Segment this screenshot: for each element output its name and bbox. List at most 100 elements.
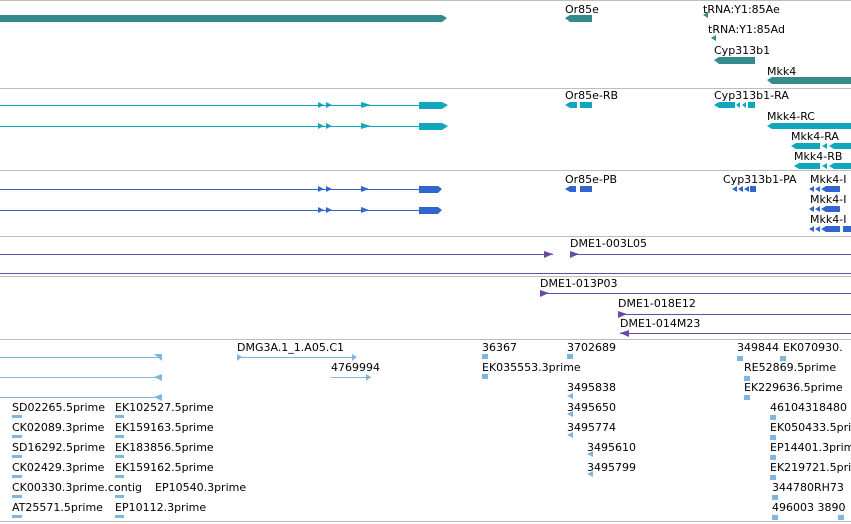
transcript-label-mkk4-rc[interactable]: Mkk4-RC — [767, 110, 815, 123]
clone-end[interactable] — [620, 330, 629, 337]
clone-end[interactable] — [618, 311, 627, 318]
protein-or85e-pb[interactable] — [565, 186, 576, 192]
est-label[interactable]: AT25571.5prime — [12, 501, 103, 514]
est-label[interactable]: CK00330.3prime.contig — [12, 481, 143, 494]
protein-exon[interactable] — [419, 207, 442, 214]
protein-exon[interactable] — [318, 207, 324, 213]
protein-cyp313b1-pa[interactable] — [732, 186, 737, 192]
protein-mkk4[interactable] — [809, 206, 814, 212]
transcript-exon[interactable] — [419, 123, 448, 130]
est-label[interactable]: EK159162.5prime — [115, 461, 214, 474]
protein-mkk4[interactable] — [821, 226, 840, 232]
gene-label-or85e[interactable]: Or85e — [565, 3, 599, 16]
est-label[interactable]: EK159163.5prime — [115, 421, 214, 434]
est-arrow[interactable] — [772, 495, 778, 500]
est-arrow[interactable] — [12, 515, 22, 518]
est-label[interactable]: EK050433.5prime — [770, 421, 851, 434]
protein-exon[interactable] — [326, 186, 332, 192]
protein-mkk4[interactable] — [821, 206, 840, 212]
protein-or85e-pb-exon[interactable] — [580, 186, 592, 192]
est-arrow[interactable] — [770, 475, 776, 480]
est-arrow[interactable] — [115, 435, 124, 438]
est-arrow[interactable] — [587, 471, 593, 477]
est-arrow[interactable] — [772, 515, 778, 520]
protein-exon[interactable] — [318, 186, 324, 192]
est-arrow[interactable] — [780, 356, 786, 361]
transcript-or85e-rb-exon[interactable] — [580, 102, 592, 108]
est-label[interactable]: 46104318480 — [770, 401, 847, 414]
est-label[interactable]: SD16292.5prime — [12, 441, 105, 454]
gene-label-trna-85ae[interactable]: tRNA:Y1:85Ae — [703, 3, 780, 16]
est-label[interactable]: EK035553.3prime — [482, 361, 581, 374]
transcript-cyp313b1-ra-exon[interactable] — [748, 102, 755, 108]
transcript-mkk4-rc[interactable] — [767, 123, 851, 129]
est-label[interactable]: EK219721.5prime — [770, 461, 851, 474]
protein-label-mkk4[interactable]: Mkk4-I — [810, 213, 847, 226]
trna-glyph-2[interactable] — [711, 35, 716, 41]
protein-exon[interactable] — [419, 186, 442, 193]
protein-cyp313b1-pa[interactable] — [744, 186, 749, 192]
trna-glyph-1[interactable] — [703, 12, 708, 18]
est-arrow[interactable] — [115, 495, 124, 498]
gene-glyph-or85e[interactable] — [565, 15, 592, 22]
est-arrow[interactable] — [352, 354, 357, 361]
est-arrow[interactable] — [482, 374, 488, 379]
gene-glyph-cyp313b1[interactable] — [714, 57, 755, 64]
transcript-exon[interactable] — [361, 123, 371, 129]
est-arrow[interactable] — [567, 411, 573, 417]
transcript-mkk4-ra-exon[interactable] — [829, 143, 851, 149]
protein-mkk4[interactable] — [815, 226, 820, 232]
est-label[interactable]: 3495774 — [567, 421, 616, 434]
transcript-exon[interactable] — [326, 102, 332, 108]
est-arrow[interactable] — [115, 515, 124, 518]
est-arrow[interactable] — [12, 415, 22, 418]
est-label[interactable]: CK02089.3prime — [12, 421, 105, 434]
protein-mkk4[interactable] — [815, 206, 820, 212]
est-arrow[interactable] — [12, 475, 22, 478]
clone-label-dme1-003l05[interactable]: DME1-003L05 — [570, 237, 647, 250]
est-arrow[interactable] — [770, 435, 776, 440]
transcript-label-mkk4-ra[interactable]: Mkk4-RA — [791, 130, 839, 143]
est-arrow[interactable] — [12, 435, 22, 438]
transcript-mkk4-rb-exon[interactable] — [829, 163, 851, 169]
gene-label-cyp313b1[interactable]: Cyp313b1 — [714, 44, 771, 57]
est-arrow[interactable] — [115, 415, 124, 418]
est-arrow[interactable] — [12, 455, 22, 458]
transcript-cyp313b1-ra[interactable] — [714, 102, 735, 108]
transcript-mkk4-ra[interactable] — [791, 143, 820, 149]
transcript-mkk4-ra-exon[interactable] — [822, 143, 827, 149]
est-label[interactable]: EK183856.5prime — [115, 441, 214, 454]
transcript-exon[interactable] — [326, 123, 332, 129]
transcript-exon[interactable] — [318, 123, 324, 129]
est-arrow[interactable] — [115, 455, 124, 458]
est-arrow[interactable] — [154, 374, 162, 381]
protein-label-mkk4[interactable]: Mkk4-I — [810, 193, 847, 206]
transcript-or85e-rb[interactable] — [565, 102, 577, 108]
est-label[interactable]: EP10540.3prime — [155, 481, 247, 494]
protein-mkk4[interactable] — [809, 226, 814, 232]
est-label[interactable]: 36367 — [482, 341, 517, 354]
est-arrow[interactable] — [154, 394, 162, 401]
clone-label-dme1-018e12[interactable]: DME1-018E12 — [618, 297, 696, 310]
protein-mkk4[interactable] — [821, 186, 840, 192]
est-arrow[interactable] — [12, 495, 22, 498]
transcript-label-cyp313b1-ra[interactable]: Cyp313b1-RA — [714, 89, 789, 102]
gene-label-trna-85ad[interactable]: tRNA:Y1:85Ad — [708, 23, 785, 36]
gene-glyph-long[interactable] — [0, 15, 447, 22]
est-arrow[interactable] — [838, 515, 844, 520]
protein-cyp313b1-pa[interactable] — [750, 186, 756, 192]
est-label[interactable]: EK229636.5prime — [744, 381, 843, 394]
est-label[interactable]: 4769994 — [331, 361, 380, 374]
est-label[interactable]: 3495838 — [567, 381, 616, 394]
gene-label-mkk4[interactable]: Mkk4 — [767, 65, 797, 78]
clone-end[interactable] — [544, 251, 553, 258]
est-label[interactable]: 3495799 — [587, 461, 636, 474]
est-arrow[interactable] — [482, 354, 488, 359]
transcript-exon[interactable] — [419, 102, 448, 109]
protein-mkk4[interactable] — [809, 186, 814, 192]
protein-mkk4[interactable] — [815, 186, 820, 192]
est-label[interactable]: SD02265.5prime — [12, 401, 105, 414]
est-label[interactable]: 3495650 — [567, 401, 616, 414]
protein-cyp313b1-pa[interactable] — [738, 186, 743, 192]
est-label[interactable]: 349844 — [737, 341, 779, 354]
